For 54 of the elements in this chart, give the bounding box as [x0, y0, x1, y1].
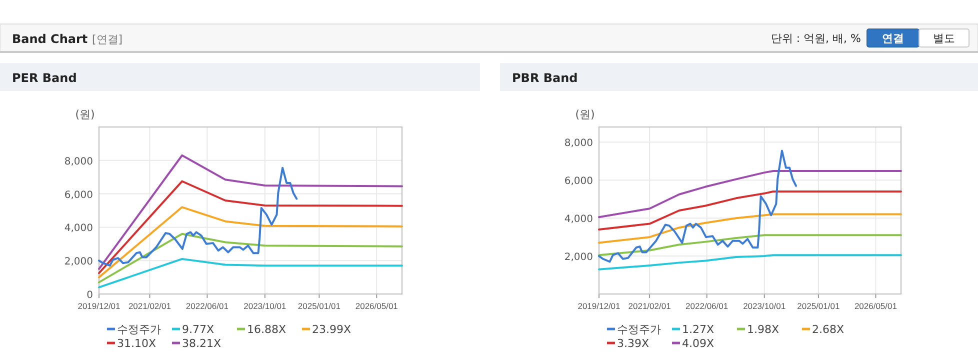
y-tick-label: 2,000 [64, 256, 93, 268]
x-tick-label: 2019/12/01 [578, 301, 621, 311]
legend-label: 2.68X [812, 323, 844, 336]
legend-label: 9.77X [182, 323, 214, 336]
y-axis-title: (원) [75, 108, 95, 121]
text: Band Chart [12, 32, 88, 46]
legend-label: 16.88X [247, 323, 286, 336]
line-series [598, 213, 902, 244]
y-tick-label: 8,000 [564, 138, 593, 150]
line-series [598, 150, 797, 263]
line-series [98, 232, 403, 284]
legend-label: 38.21X [182, 337, 222, 350]
x-tick-label: 2025/01/01 [797, 301, 840, 311]
legend-label: 수정주가 [117, 323, 161, 336]
line-series [598, 234, 902, 256]
x-tick-label: 2026/05/01 [355, 301, 398, 311]
line-series [98, 180, 403, 274]
legend-label: 1.27X [682, 323, 714, 336]
y-tick-label: 2,000 [564, 252, 593, 264]
line-series [598, 170, 902, 218]
x-tick-label: 2022/06/01 [686, 301, 728, 311]
text: [연결] [92, 33, 123, 46]
y-axis-title: (원) [575, 108, 595, 121]
x-tick-label: 2026/05/01 [854, 301, 898, 311]
legend-label: 3.39X [617, 337, 650, 350]
x-tick-label: 2025/01/01 [298, 301, 341, 311]
text: 별도 [933, 32, 955, 45]
y-tick-label: 4,000 [64, 223, 93, 234]
legend-label: 31.10X [117, 337, 156, 350]
line-series [598, 254, 902, 270]
line-series [98, 166, 298, 267]
chart-title: PBR Band [512, 71, 578, 85]
line-series [98, 206, 403, 278]
x-tick-label: 2022/06/01 [186, 301, 229, 311]
y-tick-label: 8,000 [64, 156, 93, 168]
y-tick-label: 6,000 [64, 190, 93, 201]
line-series [598, 190, 902, 230]
x-tick-label: 2021/02/01 [628, 301, 672, 311]
line-series [98, 154, 403, 270]
text: 단위 : 억원, 배, % [770, 32, 861, 45]
x-tick-label: 2021/02/01 [128, 301, 172, 311]
legend-label: 4.09X [682, 337, 714, 350]
x-tick-label: 2023/10/01 [244, 301, 286, 311]
text: 연결 [882, 32, 904, 45]
legend-label: 수정주가 [617, 323, 661, 336]
legend-label: 1.98X [747, 323, 780, 336]
legend-label: 23.99X [312, 323, 352, 336]
y-tick-label: 6,000 [564, 176, 593, 188]
line-series [98, 258, 403, 288]
chart-title: PER Band [12, 71, 77, 85]
y-tick-label: 0 [86, 290, 93, 301]
x-tick-label: 2019/12/01 [78, 301, 121, 311]
x-tick-label: 2023/10/01 [743, 301, 786, 311]
y-tick-label: 4,000 [564, 214, 593, 226]
